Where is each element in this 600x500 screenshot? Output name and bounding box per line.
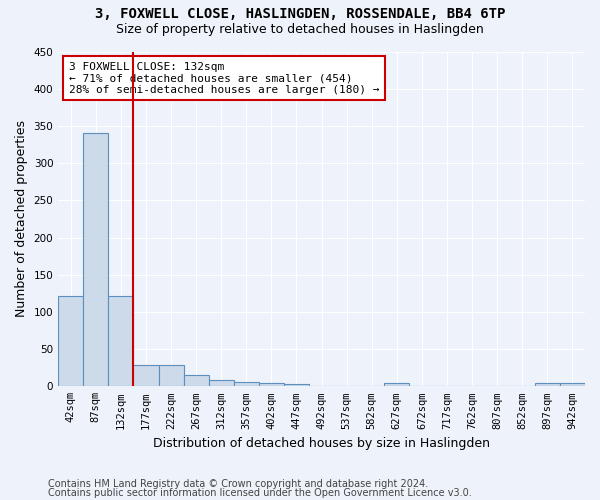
Bar xyxy=(109,296,133,386)
Bar xyxy=(133,364,158,386)
Bar xyxy=(385,382,409,386)
Text: Contains HM Land Registry data © Crown copyright and database right 2024.: Contains HM Land Registry data © Crown c… xyxy=(48,479,428,489)
Bar xyxy=(58,296,83,386)
Bar xyxy=(284,384,309,386)
Y-axis label: Number of detached properties: Number of detached properties xyxy=(15,120,28,318)
Text: 3, FOXWELL CLOSE, HASLINGDEN, ROSSENDALE, BB4 6TP: 3, FOXWELL CLOSE, HASLINGDEN, ROSSENDALE… xyxy=(95,8,505,22)
Text: Contains public sector information licensed under the Open Government Licence v3: Contains public sector information licen… xyxy=(48,488,472,498)
Bar xyxy=(83,134,109,386)
Text: 3 FOXWELL CLOSE: 132sqm
← 71% of detached houses are smaller (454)
28% of semi-d: 3 FOXWELL CLOSE: 132sqm ← 71% of detache… xyxy=(69,62,379,94)
Bar xyxy=(560,384,585,386)
Bar xyxy=(259,384,284,386)
Bar xyxy=(184,375,209,386)
Bar xyxy=(234,382,259,386)
Bar xyxy=(209,380,234,386)
Text: Size of property relative to detached houses in Haslingden: Size of property relative to detached ho… xyxy=(116,22,484,36)
X-axis label: Distribution of detached houses by size in Haslingden: Distribution of detached houses by size … xyxy=(153,437,490,450)
Bar xyxy=(535,382,560,386)
Bar xyxy=(158,364,184,386)
